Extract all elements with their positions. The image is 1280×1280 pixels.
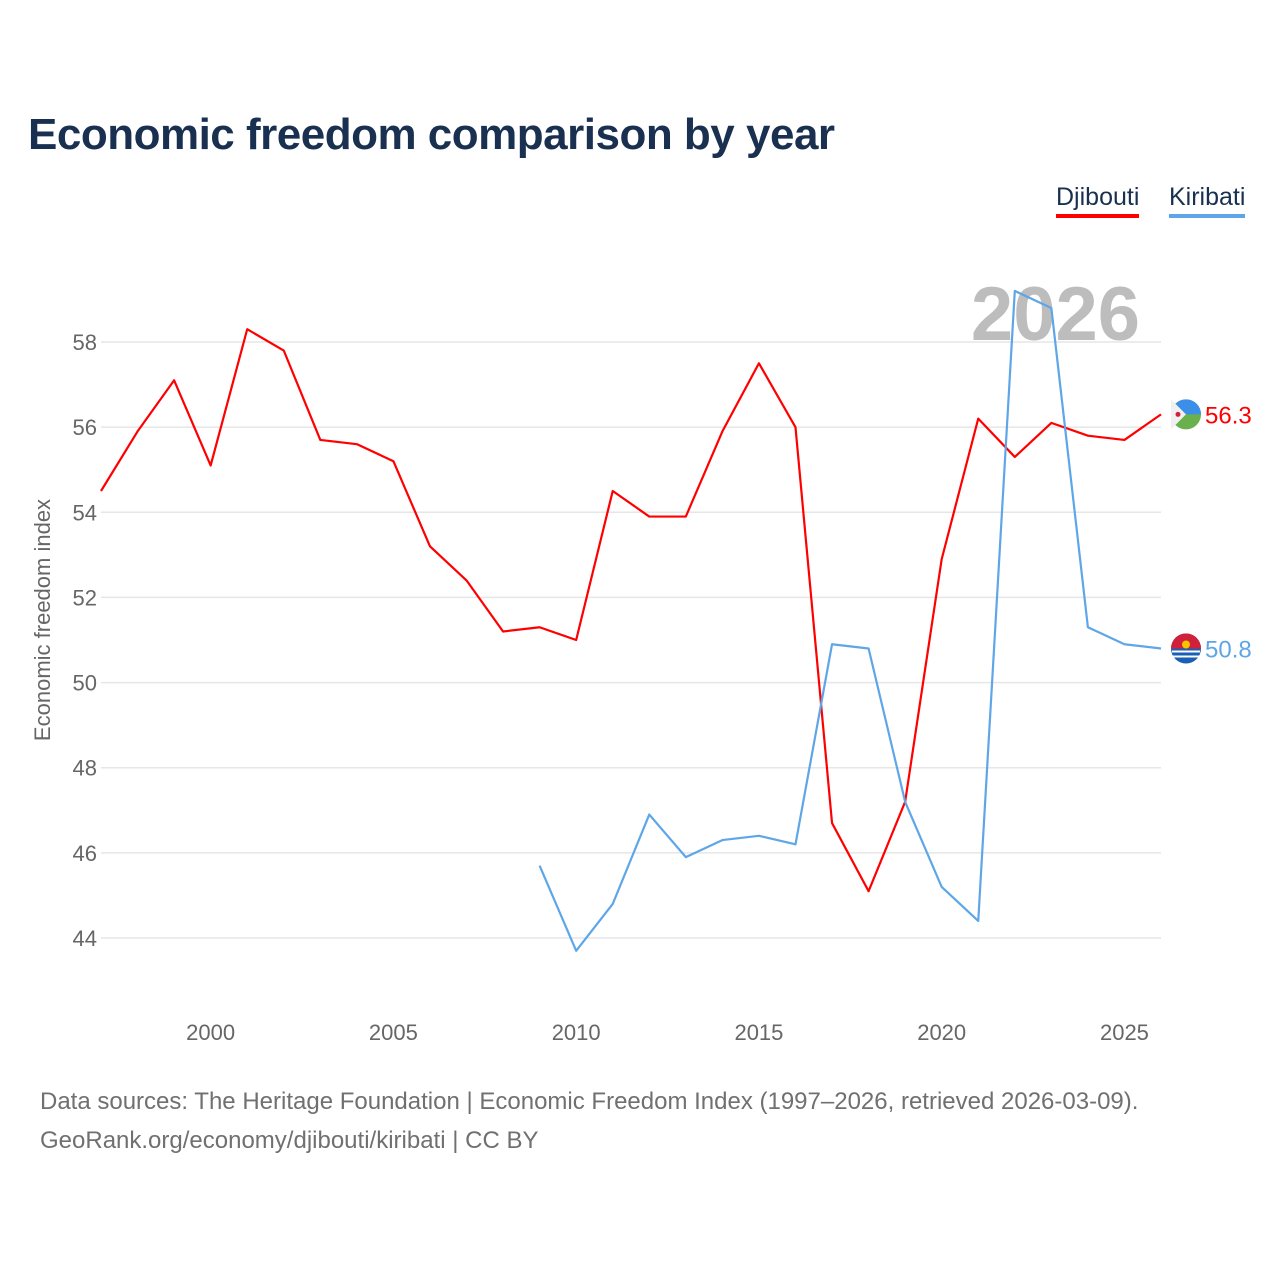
x-tick-label: 2015 <box>734 1020 783 1045</box>
x-tick-label: 2025 <box>1100 1020 1149 1045</box>
end-value-label-djibouti: 56.3 <box>1205 402 1252 429</box>
legend-kiribati[interactable]: Kiribati <box>1169 183 1246 218</box>
y-tick-label: 44 <box>73 926 97 951</box>
y-axis-label: Economic freedom index <box>30 499 55 741</box>
y-tick-label: 54 <box>73 500 97 525</box>
y-tick-label: 56 <box>73 415 97 440</box>
y-tick-label: 48 <box>73 756 97 781</box>
djibouti-flag-star <box>1175 411 1181 417</box>
x-tick-label: 2000 <box>186 1020 235 1045</box>
y-tick-label: 50 <box>73 671 97 696</box>
y-tick-label: 52 <box>73 585 97 610</box>
kiribati-flag-sun <box>1182 640 1190 649</box>
y-tick-label: 46 <box>73 841 97 866</box>
x-tick-label: 2010 <box>552 1020 601 1045</box>
chart-title: Economic freedom comparison by year <box>28 110 835 159</box>
end-value-label-kiribati: 50.8 <box>1205 637 1252 664</box>
x-tick-label: 2005 <box>369 1020 418 1045</box>
x-tick-label: 2020 <box>917 1020 966 1045</box>
series-line-kiribati <box>538 289 1162 952</box>
series-line-djibouti <box>100 328 1162 893</box>
footer-link: GeoRank.org/economy/djibouti/kiribati | … <box>40 1127 539 1154</box>
y-tick-label: 58 <box>73 330 97 355</box>
footer-sources: Data sources: The Heritage Foundation | … <box>40 1088 1139 1115</box>
legend-djibouti[interactable]: Djibouti <box>1056 183 1140 218</box>
